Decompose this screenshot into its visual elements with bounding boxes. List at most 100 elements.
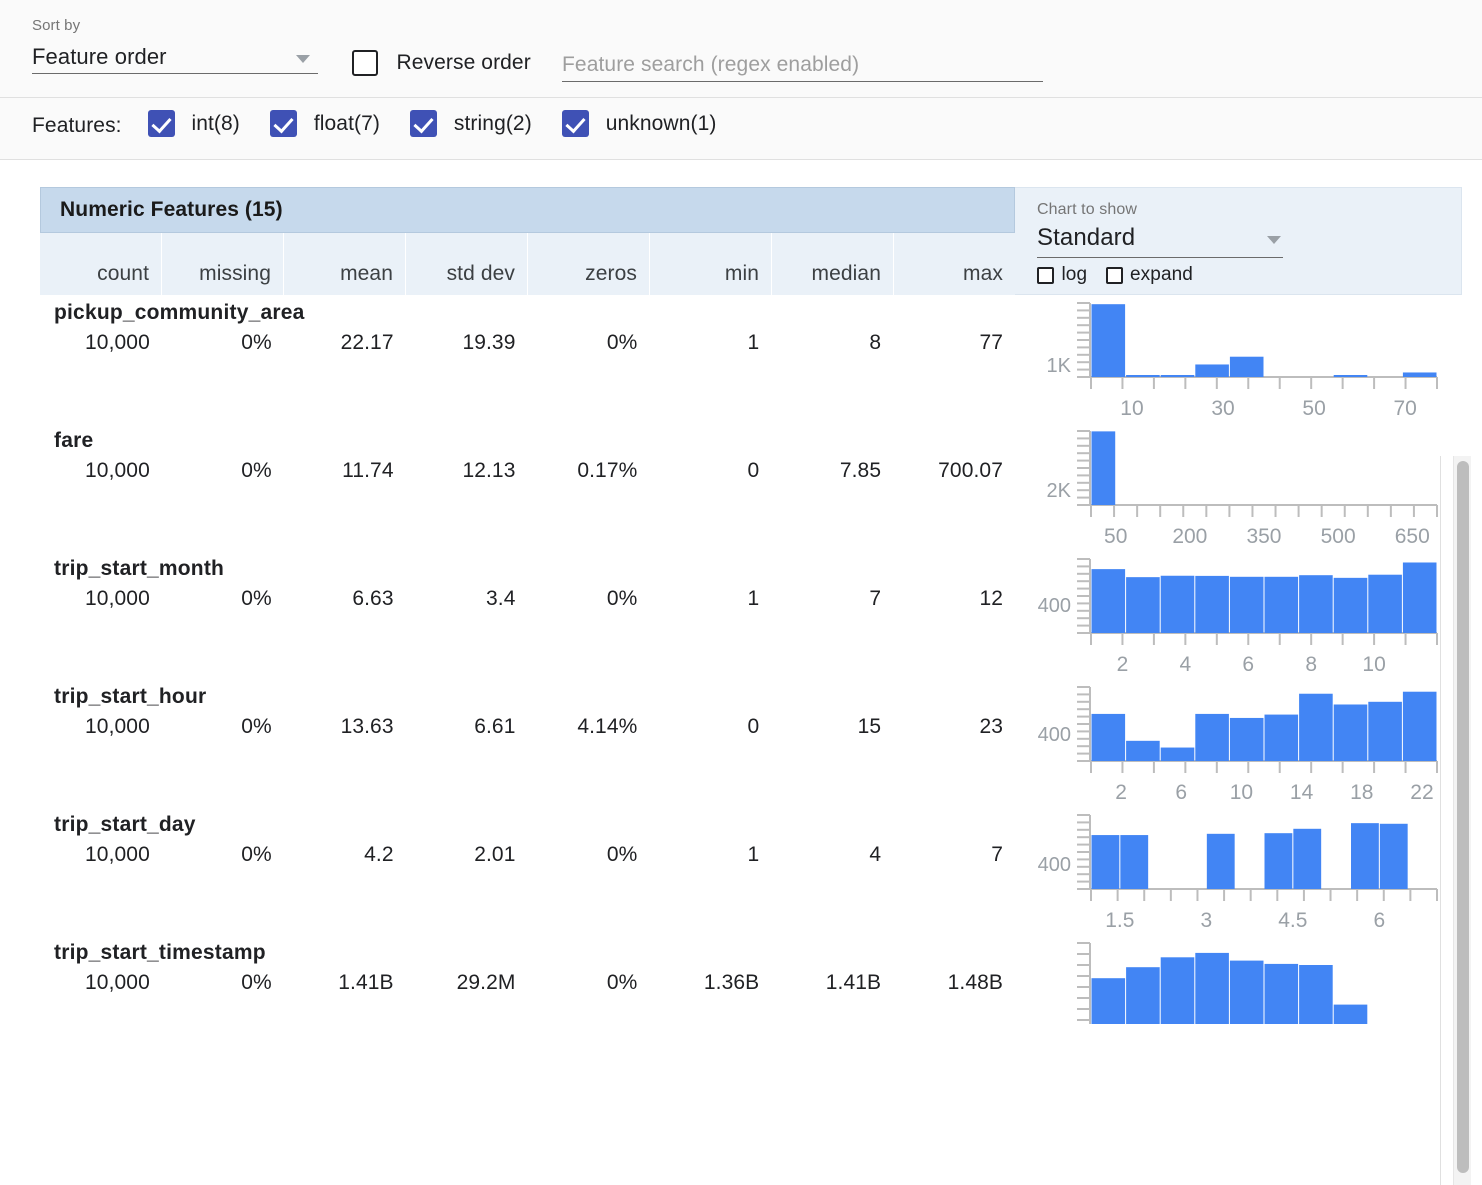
stat-count: 10,000	[85, 715, 150, 738]
table-row[interactable]: trip_start_hour 10,000 0% 13.63 6.61 4.14% 0 15…	[40, 679, 1445, 807]
column-header-median[interactable]: median	[772, 233, 894, 295]
column-header-count[interactable]: count	[40, 233, 162, 295]
feature-stats: 10,000 0% 1.41B 29.2M 0% 1.36B 1.41B 1.48B	[40, 971, 1015, 995]
feature-filter-unknown-label: unknown(1)	[605, 111, 717, 135]
sort-by-label: Sort by	[32, 17, 81, 34]
feature-filter-int-label: int(8)	[191, 111, 240, 135]
stat-missing: 0%	[241, 843, 272, 866]
feature-filter-string[interactable]: string(2)	[410, 110, 532, 137]
svg-text:2K: 2K	[1047, 480, 1072, 502]
feature-histogram[interactable]: 400 2 4 6 8 10	[1025, 551, 1445, 679]
reverse-order-checkbox[interactable]	[352, 50, 378, 76]
content-area: Numeric Features (15) count missing mean st…	[0, 161, 1482, 1185]
stat-min: 1.36B	[703, 971, 760, 994]
feature-name: trip_start_timestamp	[54, 941, 266, 964]
check-icon[interactable]	[148, 110, 175, 137]
scrollbar-thumb[interactable]	[1457, 461, 1469, 1173]
chart-to-show-select[interactable]: Standard	[1037, 222, 1283, 258]
stat-median: 7.85	[839, 459, 882, 482]
chevron-down-icon	[296, 55, 310, 63]
features-filter-items: int(8) float(7) string(2) unknown(1)	[148, 110, 742, 137]
feature-histogram[interactable]: 400 2 6 10 14 18 22	[1025, 679, 1445, 807]
stat-mean: 1.41B	[338, 971, 394, 994]
table-row[interactable]: fare 10,000 0% 11.74 12.13 0.17% 0 7.85 700.07 2K…	[40, 423, 1445, 551]
check-icon[interactable]	[410, 110, 438, 137]
feature-histogram[interactable]: 1K 10 30 50 70	[1025, 295, 1445, 423]
check-icon[interactable]	[562, 110, 590, 137]
table-row[interactable]: trip_start_day 10,000 0% 4.2 2.01 0% 1 4 7 400 1.5…	[40, 807, 1445, 935]
feature-name: trip_start_month	[54, 557, 225, 580]
feature-search-field[interactable]	[562, 50, 1043, 82]
feature-stats: 10,000 0% 6.63 3.4 0% 1 7 12	[40, 587, 1015, 611]
feature-name: fare	[54, 429, 94, 452]
log-checkbox[interactable]	[1037, 266, 1054, 284]
feature-stats: 10,000 0% 22.17 19.39 0% 1 8 77	[40, 331, 1015, 355]
svg-text:8: 8	[1305, 653, 1317, 676]
table-row[interactable]: pickup_community_area 10,000 0% 22.17 19.39 0…	[40, 295, 1445, 423]
stat-min: 1	[747, 843, 760, 866]
stat-count: 10,000	[85, 971, 150, 994]
feature-histogram[interactable]: 200	[1025, 935, 1445, 1024]
feature-filter-unknown[interactable]: unknown(1)	[562, 110, 716, 137]
search-input[interactable]	[562, 50, 1043, 80]
column-header-mean[interactable]: mean	[284, 233, 406, 295]
reverse-order-control[interactable]: Reverse order	[352, 50, 531, 80]
column-header-zeros[interactable]: zeros	[528, 233, 650, 295]
stat-median: 4	[869, 843, 882, 866]
svg-text:2: 2	[1115, 781, 1127, 804]
svg-text:30: 30	[1211, 397, 1234, 420]
table-row[interactable]: trip_start_month 10,000 0% 6.63 3.4 0% 1 7 12 400…	[40, 551, 1445, 679]
vertical-scrollbar[interactable]	[1453, 456, 1471, 1185]
stat-std-dev: 2.01	[474, 843, 516, 866]
column-header-missing[interactable]: missing	[162, 233, 284, 295]
table-row[interactable]: trip_start_timestamp 10,000 0% 1.41B 29.2M 0%…	[40, 935, 1445, 1024]
svg-text:400: 400	[1038, 854, 1071, 876]
log-checkbox-group[interactable]: log	[1037, 264, 1087, 286]
stat-std-dev: 19.39	[462, 331, 516, 354]
svg-text:6: 6	[1373, 909, 1385, 932]
svg-text:18: 18	[1350, 781, 1373, 804]
chart-to-show-label: Chart to show	[1037, 201, 1138, 218]
feature-filter-float[interactable]: float(7)	[270, 110, 380, 137]
check-icon[interactable]	[270, 110, 298, 137]
feature-filter-int[interactable]: int(8)	[148, 110, 240, 137]
stat-min: 1	[747, 587, 760, 610]
stat-missing: 0%	[241, 971, 272, 994]
panel-divider	[1440, 456, 1441, 1185]
stat-median: 15	[857, 715, 882, 738]
feature-filter-float-label: float(7)	[313, 111, 380, 135]
sort-by-select[interactable]: Feature order	[32, 42, 318, 74]
chart-options: log expand	[1037, 264, 1207, 286]
stat-count: 10,000	[85, 587, 150, 610]
expand-checkbox-group[interactable]: expand	[1105, 264, 1193, 286]
stat-max: 1.48B	[947, 971, 1003, 994]
svg-text:400: 400	[1038, 724, 1071, 746]
svg-text:500: 500	[1321, 525, 1356, 548]
features-label: Features:	[32, 114, 122, 137]
stat-std-dev: 6.61	[474, 715, 516, 738]
stat-zeros: 4.14%	[577, 715, 638, 738]
svg-text:50: 50	[1302, 397, 1325, 420]
svg-text:10: 10	[1362, 653, 1385, 676]
stat-std-dev: 3.4	[486, 587, 516, 610]
chart-to-show-panel: Chart to show Standard log expand	[1015, 187, 1462, 295]
column-header-max[interactable]: max	[894, 233, 1015, 295]
svg-text:10: 10	[1230, 781, 1253, 804]
feature-histogram[interactable]: 2K 50 200 350 500 650	[1025, 423, 1445, 551]
column-header-std-dev[interactable]: std dev	[406, 233, 528, 295]
log-label: log	[1061, 264, 1088, 285]
feature-histogram[interactable]: 400 1.5 3 4.5 6	[1025, 807, 1445, 935]
svg-text:1K: 1K	[1047, 355, 1072, 377]
feature-stats: 10,000 0% 13.63 6.61 4.14% 0 15 23	[40, 715, 1015, 739]
numeric-features-panel: Numeric Features (15) count missing mean st…	[40, 187, 1462, 1024]
stat-missing: 0%	[241, 331, 272, 354]
expand-label: expand	[1130, 264, 1193, 285]
feature-name: trip_start_day	[54, 813, 196, 836]
svg-text:6: 6	[1242, 653, 1254, 676]
svg-text:4: 4	[1180, 653, 1192, 676]
expand-checkbox[interactable]	[1105, 266, 1123, 284]
stat-mean: 22.17	[340, 331, 394, 354]
top-toolbar: Sort by Feature order Reverse order	[0, 0, 1482, 98]
column-header-min[interactable]: min	[650, 233, 772, 295]
feature-rows: pickup_community_area 10,000 0% 22.17 19.39 0…	[40, 295, 1445, 1024]
